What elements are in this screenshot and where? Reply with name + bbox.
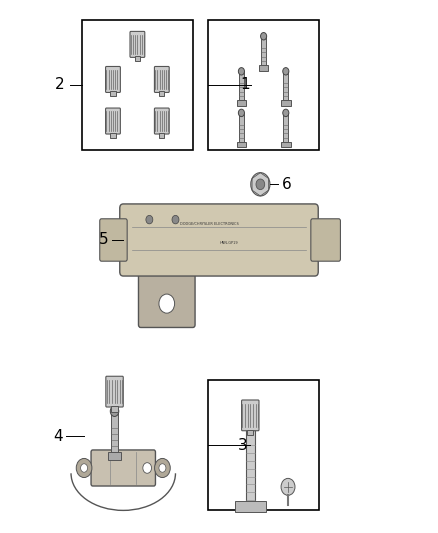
Bar <box>82 20 193 150</box>
Bar <box>261 36 266 66</box>
Text: 3: 3 <box>238 438 248 453</box>
FancyBboxPatch shape <box>106 108 120 134</box>
FancyBboxPatch shape <box>155 67 169 92</box>
Bar <box>208 381 319 511</box>
Circle shape <box>261 33 267 40</box>
Bar <box>246 430 255 504</box>
Circle shape <box>143 463 152 473</box>
Bar <box>111 406 118 411</box>
Circle shape <box>238 109 244 117</box>
Bar <box>283 71 288 101</box>
Circle shape <box>281 479 295 495</box>
Bar <box>110 133 116 138</box>
FancyBboxPatch shape <box>106 376 123 407</box>
Text: 2: 2 <box>55 77 65 92</box>
Bar <box>110 91 116 96</box>
Bar <box>239 71 244 101</box>
Bar <box>237 142 246 147</box>
Circle shape <box>159 464 166 472</box>
FancyBboxPatch shape <box>130 31 145 58</box>
Bar <box>208 20 319 150</box>
Text: DODGE/CHRYSLER ELECTRONICS: DODGE/CHRYSLER ELECTRONICS <box>180 222 239 226</box>
Bar <box>281 101 290 106</box>
Bar <box>135 56 140 61</box>
Circle shape <box>238 68 244 75</box>
Bar <box>259 66 268 71</box>
FancyBboxPatch shape <box>242 400 259 431</box>
Bar <box>281 142 290 147</box>
Circle shape <box>146 215 153 224</box>
Text: 4: 4 <box>53 429 63 443</box>
Circle shape <box>251 173 270 196</box>
Bar <box>108 452 121 459</box>
FancyBboxPatch shape <box>100 219 127 261</box>
FancyBboxPatch shape <box>91 450 155 486</box>
Circle shape <box>256 179 265 190</box>
Bar <box>283 113 288 142</box>
Circle shape <box>155 458 170 478</box>
FancyBboxPatch shape <box>138 259 195 327</box>
FancyBboxPatch shape <box>106 67 120 92</box>
Text: 6: 6 <box>282 177 291 192</box>
Bar <box>111 411 118 452</box>
Circle shape <box>172 215 179 224</box>
Circle shape <box>110 406 119 416</box>
Text: 1: 1 <box>240 77 250 92</box>
Circle shape <box>76 458 92 478</box>
Bar <box>159 91 164 96</box>
Bar <box>159 133 164 138</box>
Circle shape <box>283 68 289 75</box>
FancyBboxPatch shape <box>155 108 169 134</box>
Bar <box>239 113 244 142</box>
FancyBboxPatch shape <box>120 204 318 276</box>
FancyBboxPatch shape <box>311 219 340 261</box>
Circle shape <box>283 109 289 117</box>
Bar <box>247 430 254 435</box>
Text: HNN-GP19: HNN-GP19 <box>219 241 238 245</box>
Circle shape <box>159 294 175 313</box>
Bar <box>237 101 246 106</box>
Text: 5: 5 <box>99 232 109 247</box>
Bar <box>235 501 265 512</box>
Circle shape <box>81 464 88 472</box>
